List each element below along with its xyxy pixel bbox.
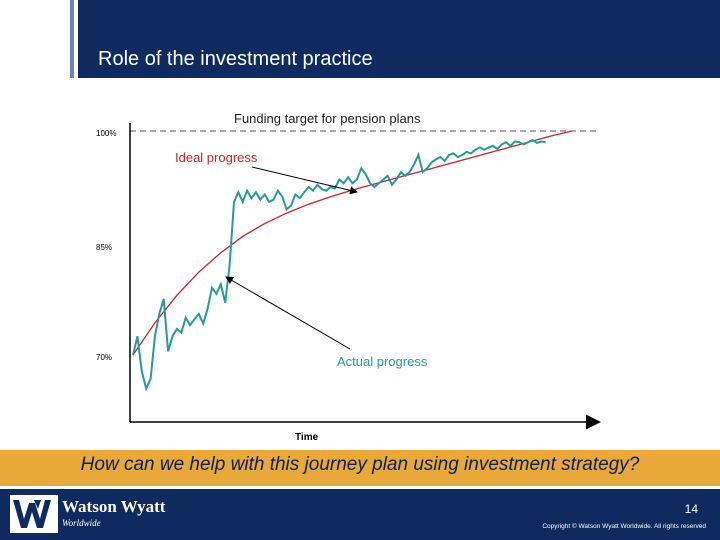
slide-header: Role of the investment practice — [0, 0, 720, 78]
watson-wyatt-w-logo-icon — [10, 495, 58, 538]
funding-chart: 100% 85% 70% Funding target for pension … — [96, 111, 601, 443]
page-number: 14 — [684, 502, 698, 516]
x-axis-label: Time — [295, 432, 319, 443]
actual-progress-arrow — [225, 276, 351, 350]
header-stripe-2 — [70, 0, 74, 78]
header-stripe-1 — [62, 0, 67, 78]
y-tick-100: 100% — [96, 129, 116, 138]
slide-footer — [0, 489, 720, 540]
header-band — [78, 0, 720, 78]
slide-title: Role of the investment practice — [98, 48, 373, 70]
actual-progress-label: Actual progress — [337, 354, 428, 369]
ideal-progress-arrow — [251, 166, 358, 195]
question-text: How can we help with this journey plan u… — [80, 454, 640, 475]
y-tick-85: 85% — [96, 243, 112, 252]
copyright-text: Copyright © Watson Wyatt Worldwide. All … — [542, 523, 706, 530]
logo-name: Watson Wyatt — [62, 497, 166, 516]
logo-subtitle: Worldwide — [62, 518, 101, 528]
actual-progress-line — [132, 138, 546, 392]
target-label: Funding target for pension plans — [234, 111, 421, 126]
ideal-progress-label: Ideal progress — [175, 150, 258, 165]
question-banner — [0, 450, 720, 486]
y-tick-70: 70% — [96, 353, 112, 362]
